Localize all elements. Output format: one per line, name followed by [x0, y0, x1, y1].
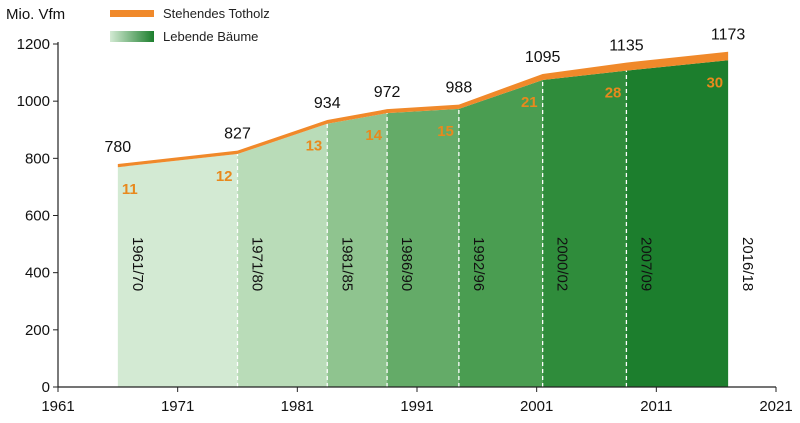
- x-tick-label: 1961: [41, 398, 74, 415]
- deadwood-value-label: 15: [437, 123, 454, 140]
- y-tick-label: 400: [25, 265, 50, 282]
- deadwood-value-label: 13: [306, 138, 323, 155]
- legend-swatch-deadwood: [110, 10, 154, 17]
- x-tick-label: 1981: [281, 398, 314, 415]
- x-tick-label: 1991: [400, 398, 433, 415]
- inventory-period-label: 2016/18: [739, 237, 756, 291]
- living-area-1986-90: [387, 108, 459, 388]
- y-tick-label: 0: [42, 379, 50, 396]
- total-value-label: 827: [224, 126, 251, 143]
- deadwood-value-label: 21: [521, 94, 538, 111]
- total-value-label: 934: [314, 95, 341, 112]
- y-tick-label: 1200: [17, 36, 50, 53]
- living-area-1961-70: [117, 154, 238, 387]
- y-tick-label: 600: [25, 208, 50, 225]
- x-tick-label: 2021: [759, 398, 792, 415]
- total-value-label: 780: [104, 139, 131, 156]
- legend-swatch-living: [110, 31, 154, 42]
- x-tick-label: 2011: [640, 398, 672, 415]
- x-tick-label: 1971: [161, 398, 194, 415]
- deadwood-area: [117, 51, 729, 168]
- total-value-label: 1135: [609, 38, 644, 55]
- y-tick-label: 200: [25, 322, 50, 339]
- y-axis-label: Mio. Vfm: [6, 6, 65, 23]
- total-value-label: 1095: [525, 49, 561, 66]
- deadwood-value-label: 14: [365, 127, 382, 144]
- inventory-period-label: 1986/90: [398, 237, 415, 291]
- inventory-period-label: 1961/70: [129, 237, 146, 291]
- deadwood-value-label: 28: [605, 85, 622, 102]
- legend-label-living: Lebende Bäume: [163, 29, 258, 44]
- inventory-period-label: 1971/80: [249, 237, 266, 291]
- x-tick-label: 2001: [520, 398, 553, 415]
- deadwood-value-label: 30: [706, 74, 723, 91]
- living-area-1971-80: [237, 123, 328, 387]
- total-value-label: 1173: [711, 27, 746, 44]
- total-value-label: 988: [446, 80, 473, 97]
- deadwood-value-label: 11: [122, 181, 138, 198]
- legend-label-deadwood: Stehendes Totholz: [163, 6, 270, 21]
- living-area-2000-02: [542, 70, 627, 388]
- living-area-1981-85: [327, 113, 388, 388]
- living-area-2007-09: [626, 60, 729, 387]
- total-value-label: 972: [374, 84, 401, 101]
- living-area-1992-96: [458, 80, 543, 387]
- inventory-period-label: 2000/02: [554, 237, 571, 291]
- deadwood-value-label: 12: [216, 168, 233, 185]
- inventory-period-label: 2007/09: [637, 237, 654, 291]
- y-tick-label: 1000: [17, 93, 50, 110]
- y-tick-label: 800: [25, 150, 50, 167]
- inventory-period-label: 1981/85: [338, 237, 355, 291]
- inventory-period-label: 1992/96: [470, 237, 487, 291]
